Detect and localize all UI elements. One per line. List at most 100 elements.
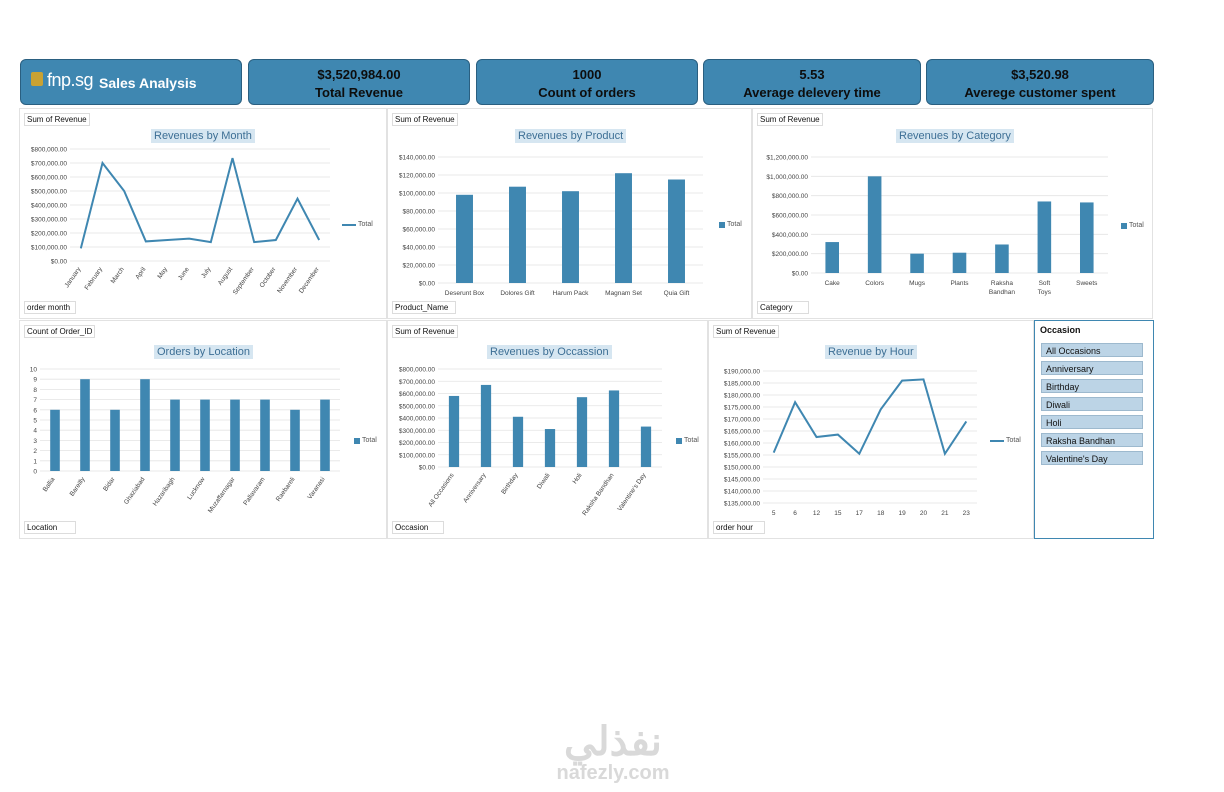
y-tick-label: $135,000.00	[724, 501, 761, 508]
legend-line-swatch	[990, 439, 1004, 442]
x-tick-label: Bareilly	[69, 476, 87, 498]
kpi-value: 1000	[572, 67, 602, 82]
y-tick-label: $120,000.00	[399, 173, 436, 180]
x-tick-label: 6	[793, 510, 797, 517]
y-tick-label: $100,000.00	[399, 452, 436, 459]
bar	[576, 397, 588, 467]
bar	[110, 409, 120, 471]
chart-legend: Total	[342, 221, 373, 228]
value-field-button[interactable]: Sum of Revenue	[392, 325, 458, 338]
chart-legend: Total	[990, 437, 1021, 444]
y-tick-label: $170,000.00	[724, 417, 761, 424]
axis-field-button[interactable]: order hour	[713, 521, 765, 534]
x-tick-label: Deserunt Box	[445, 290, 485, 297]
legend-label: Total	[362, 437, 377, 444]
y-tick-label: 1	[33, 458, 37, 465]
x-tick-label: January	[63, 266, 82, 290]
value-field-button[interactable]: Sum of Revenue	[392, 113, 458, 126]
x-tick-label: 20	[920, 510, 928, 517]
y-tick-label: $400,000.00	[399, 416, 436, 423]
x-tick-label: July	[200, 266, 213, 280]
y-tick-label: $300,000.00	[31, 217, 68, 224]
bar	[50, 409, 60, 471]
y-tick-label: $145,000.00	[724, 477, 761, 484]
occasion-slicer: Occasion All Occasions Anniversary Birth…	[1034, 320, 1154, 539]
axis-field-button[interactable]: order month	[24, 301, 76, 314]
y-tick-label: $0.00	[419, 465, 436, 472]
x-tick-label: All Occasions	[427, 472, 456, 509]
y-tick-label: $140,000.00	[724, 489, 761, 496]
brand-logo: fnp.sg	[47, 70, 94, 90]
y-tick-label: 0	[33, 469, 37, 476]
x-tick-label: Hazaribagh	[152, 476, 177, 508]
x-tick-label: Anniversary	[462, 472, 488, 505]
bar	[170, 399, 180, 471]
slicer-item-diwali[interactable]: Diwali	[1041, 397, 1143, 411]
axis-field-button[interactable]: Category	[757, 301, 809, 314]
value-field-button[interactable]: Count of Order_ID	[24, 325, 96, 338]
y-tick-label: $20,000.00	[402, 263, 435, 270]
bar	[260, 399, 270, 471]
y-tick-label: $80,000.00	[402, 209, 435, 216]
x-tick-label: September	[232, 265, 256, 296]
x-tick-label: August	[217, 266, 234, 287]
chart-panel-revenue-by-hour: Sum of Revenue Revenue by Hour $135,000.…	[708, 320, 1034, 539]
bar	[80, 379, 90, 471]
slicer-item-birthday[interactable]: Birthday	[1041, 379, 1143, 393]
y-tick-label: $600,000.00	[399, 391, 436, 398]
y-tick-label: $300,000.00	[399, 428, 436, 435]
brand-header: fnp.sg Sales Analysis	[20, 59, 242, 105]
x-tick-label: Magnam Set	[605, 290, 642, 297]
axis-field-button[interactable]: Occasion	[392, 521, 444, 534]
value-field-button[interactable]: Sum of Revenue	[713, 325, 779, 338]
bar	[200, 399, 210, 471]
watermark-latin: nafezly.com	[556, 762, 670, 784]
kpi-label: Count of orders	[538, 85, 636, 100]
y-tick-label: 4	[33, 428, 37, 435]
y-tick-label: 3	[33, 438, 37, 445]
y-tick-label: $800,000.00	[399, 367, 436, 374]
orders-by-location-chart: 0 1 2 3 4 5 6 7 8 9 10 Ballia Bareilly Bidar Ghaziabad…	[30, 367, 340, 514]
chart-legend: Total	[354, 437, 377, 444]
legend-label: Total	[684, 437, 699, 444]
x-tick-label: 12	[813, 510, 821, 517]
kpi-count-of-orders: 1000 Count of orders	[476, 59, 698, 105]
legend-swatch	[1121, 222, 1127, 229]
x-tick-label: Ghaziabad	[123, 476, 147, 506]
x-tick-label: Varanasi	[306, 476, 326, 501]
kpi-label: Total Revenue	[315, 85, 403, 100]
kpi-label: Averege customer spent	[964, 85, 1116, 100]
bar	[230, 399, 240, 471]
y-tick-label: $60,000.00	[402, 227, 435, 234]
x-tick-label: Holi	[571, 472, 583, 485]
value-field-button[interactable]: Sum of Revenue	[757, 113, 823, 126]
x-tick-label: Plants	[950, 280, 969, 287]
kpi-total-revenue: $3,520,984.00 Total Revenue	[248, 59, 470, 105]
x-tick-label: February	[83, 266, 104, 292]
x-tick-label: April	[134, 266, 148, 281]
slicer-item-anniversary[interactable]: Anniversary	[1041, 361, 1143, 375]
value-field-button[interactable]: Sum of Revenue	[24, 113, 90, 126]
axis-field-button[interactable]: Location	[24, 521, 76, 534]
x-tick-label: Soft	[1039, 280, 1051, 287]
slicer-item-raksha-bandhan[interactable]: Raksha Bandhan	[1041, 433, 1143, 447]
chart-title: Revenues by Occassion	[487, 345, 612, 359]
y-tick-label: $165,000.00	[724, 429, 761, 436]
axis-field-button[interactable]: Product_Name	[392, 301, 456, 314]
slicer-item-all-occasions[interactable]: All Occasions	[1041, 343, 1143, 357]
x-tick-label: 21	[941, 510, 949, 517]
kpi-value: $3,520.98	[1011, 67, 1069, 82]
gift-bag-icon	[31, 72, 43, 86]
slicer-item-valentines-day[interactable]: Valentine's Day	[1041, 451, 1143, 465]
chart-panel-revenues-by-product: Sum of Revenue Revenues by Product $0.00…	[387, 108, 752, 319]
x-tick-label: June	[177, 266, 191, 282]
chart-legend: Total	[719, 221, 742, 228]
x-tick-label: Cake	[825, 280, 841, 287]
bar	[480, 384, 492, 467]
chart-panel-orders-by-location: Count of Order_ID Orders by Location 0 1 2…	[19, 320, 387, 539]
x-tick-label: Birthday	[500, 472, 520, 496]
y-tick-label: $0.00	[51, 259, 68, 266]
y-tick-label: $200,000.00	[772, 251, 809, 258]
chart-legend: Total	[1121, 222, 1144, 229]
slicer-item-holi[interactable]: Holi	[1041, 415, 1143, 429]
